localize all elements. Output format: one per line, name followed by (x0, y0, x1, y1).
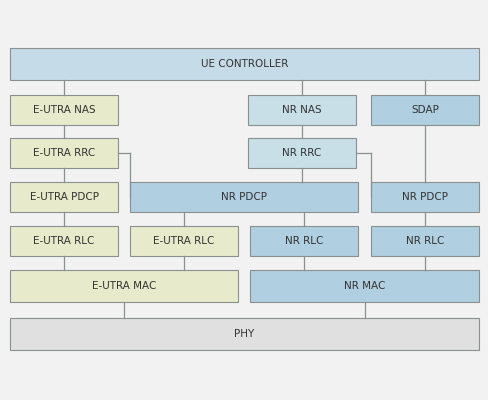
Text: NR RRC: NR RRC (282, 148, 321, 158)
Text: NR PDCP: NR PDCP (221, 192, 266, 202)
Text: E-UTRA NAS: E-UTRA NAS (33, 105, 95, 115)
Text: E-UTRA PDCP: E-UTRA PDCP (29, 192, 98, 202)
FancyBboxPatch shape (10, 226, 118, 256)
FancyBboxPatch shape (10, 318, 478, 350)
Text: NR PDCP: NR PDCP (401, 192, 447, 202)
FancyBboxPatch shape (130, 182, 357, 212)
Text: PHY: PHY (234, 329, 254, 339)
FancyBboxPatch shape (10, 138, 118, 168)
Text: E-UTRA RLC: E-UTRA RLC (153, 236, 214, 246)
Text: E-UTRA MAC: E-UTRA MAC (92, 281, 156, 291)
FancyBboxPatch shape (10, 182, 118, 212)
FancyBboxPatch shape (130, 226, 238, 256)
FancyBboxPatch shape (370, 95, 478, 125)
Text: UE CONTROLLER: UE CONTROLLER (201, 59, 287, 69)
FancyBboxPatch shape (370, 182, 478, 212)
FancyBboxPatch shape (370, 226, 478, 256)
FancyBboxPatch shape (10, 270, 238, 302)
FancyBboxPatch shape (10, 48, 478, 80)
Text: NR MAC: NR MAC (343, 281, 385, 291)
FancyBboxPatch shape (247, 138, 355, 168)
Text: E-UTRA RLC: E-UTRA RLC (33, 236, 95, 246)
FancyBboxPatch shape (247, 95, 355, 125)
Text: NR RLC: NR RLC (284, 236, 323, 246)
FancyBboxPatch shape (10, 95, 118, 125)
Text: NR NAS: NR NAS (282, 105, 321, 115)
Text: SDAP: SDAP (410, 105, 438, 115)
Text: E-UTRA RRC: E-UTRA RRC (33, 148, 95, 158)
FancyBboxPatch shape (249, 270, 478, 302)
FancyBboxPatch shape (249, 226, 357, 256)
Text: NR RLC: NR RLC (405, 236, 443, 246)
